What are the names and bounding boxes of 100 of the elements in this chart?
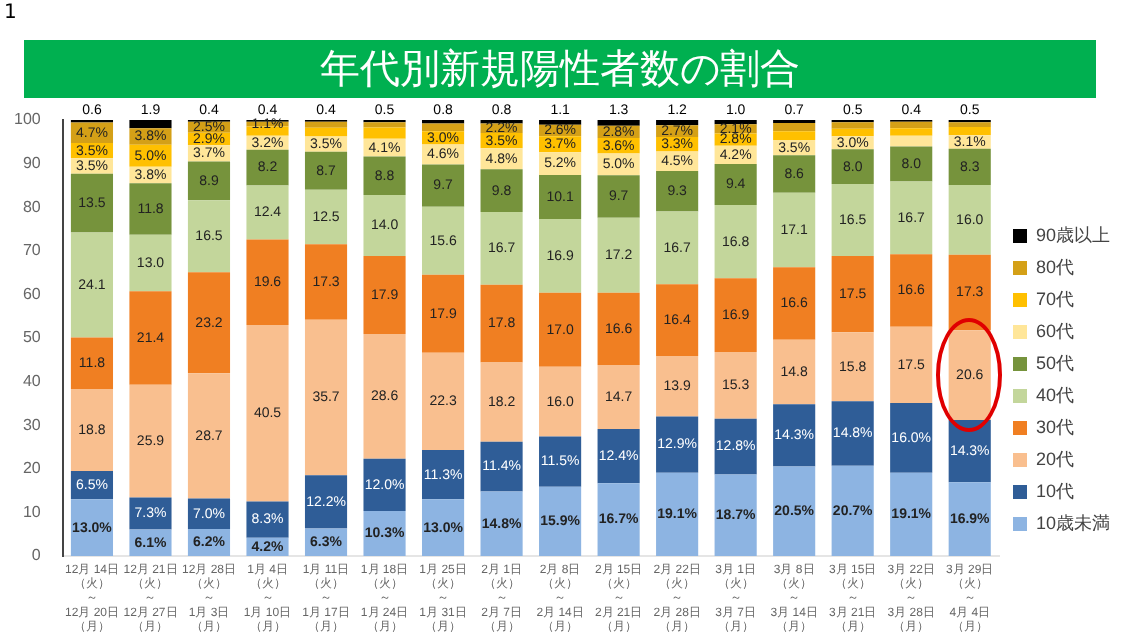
bar: [831, 128, 874, 137]
bar: [421, 206, 465, 275]
bar: [597, 292, 640, 366]
bar: [714, 205, 757, 279]
legend-label: 10代: [1035, 480, 1075, 501]
bar: [773, 404, 816, 467]
bar: [421, 123, 465, 132]
bar: [304, 151, 348, 190]
bar: [539, 292, 582, 367]
bar: [948, 482, 991, 556]
y-tick-label: 90: [22, 154, 42, 173]
bar: [656, 472, 699, 556]
bar: [363, 334, 406, 459]
bar: [129, 120, 172, 129]
legend-label: 40代: [1035, 384, 1075, 405]
bar: [714, 474, 757, 556]
bar: [363, 156, 406, 195]
bar: [714, 351, 757, 419]
bar: [421, 352, 465, 451]
bar: [831, 256, 874, 333]
bar: [890, 121, 933, 129]
bar: [890, 472, 933, 556]
y-tick-label: 70: [22, 241, 42, 260]
bar: [948, 126, 991, 136]
bar: [656, 355, 699, 417]
bar: [656, 211, 699, 285]
y-tick-label: 60: [22, 284, 42, 303]
bar: [421, 274, 465, 353]
bar: [831, 401, 874, 466]
bar: [480, 362, 523, 442]
bar: [363, 127, 406, 139]
bar: [246, 185, 289, 240]
text: 1: [4, 2, 17, 24]
bar: [773, 155, 816, 193]
bar: [246, 239, 289, 325]
bar: [70, 389, 114, 471]
bar: [539, 436, 582, 487]
bar: [831, 149, 874, 185]
bar: [656, 416, 699, 473]
bar: [948, 184, 991, 255]
bar: [363, 458, 406, 512]
y-tick-label: 10: [22, 502, 42, 521]
bar: [597, 120, 640, 126]
bar: [831, 465, 874, 556]
legend-label: 60代: [1035, 320, 1075, 341]
bar: [539, 218, 582, 293]
legend-label: 70代: [1035, 288, 1075, 309]
bar: [539, 174, 582, 219]
bar: [890, 128, 933, 136]
bar: [714, 164, 757, 206]
bar: [890, 402, 933, 473]
bar: [597, 217, 640, 293]
y-tick-label: 100: [13, 110, 42, 129]
bar: [304, 127, 348, 137]
bar: [70, 232, 114, 338]
bar: [890, 254, 933, 327]
legend-label: 20代: [1035, 448, 1075, 469]
bar: [773, 131, 816, 141]
bar: [656, 284, 699, 356]
y-tick-label: 0: [31, 546, 42, 565]
bar: [363, 256, 406, 335]
bar: [773, 192, 816, 268]
legend-label: 30代: [1035, 416, 1075, 437]
legend-label: 80代: [1035, 256, 1075, 277]
bar: [187, 200, 231, 273]
bar: [773, 466, 816, 556]
bar: [421, 450, 465, 500]
bar: [597, 365, 640, 430]
bar: [480, 169, 523, 212]
y-tick-label: 40: [22, 372, 42, 391]
chart-title: 年代別新規陽性者数の割合: [24, 40, 1096, 98]
bar: [304, 319, 348, 476]
bar: [304, 244, 348, 320]
bar: [129, 384, 172, 498]
bar: [773, 267, 816, 340]
bar: [656, 171, 699, 212]
y-tick-label: 50: [22, 328, 42, 347]
bar: [831, 332, 874, 402]
bar: [539, 486, 582, 556]
bar: [480, 212, 523, 285]
bar: [831, 122, 874, 129]
bar: [890, 326, 933, 403]
legend-label: 90歳以上: [1035, 224, 1111, 245]
bar: [656, 120, 699, 126]
bar: [129, 183, 172, 235]
bar: [714, 278, 757, 352]
y-tick-label: 30: [22, 415, 42, 434]
bar: [129, 291, 172, 385]
bar: [363, 122, 406, 128]
bar: [948, 148, 991, 185]
bar: [70, 337, 114, 390]
y-tick-label: 20: [22, 459, 42, 478]
legend-label: 50代: [1035, 352, 1075, 373]
bar: [304, 475, 348, 529]
bar: [187, 373, 231, 499]
bar: [246, 324, 289, 502]
bar: [597, 429, 640, 484]
bar: [890, 135, 933, 147]
bar: [304, 121, 348, 128]
bar: [597, 175, 640, 218]
